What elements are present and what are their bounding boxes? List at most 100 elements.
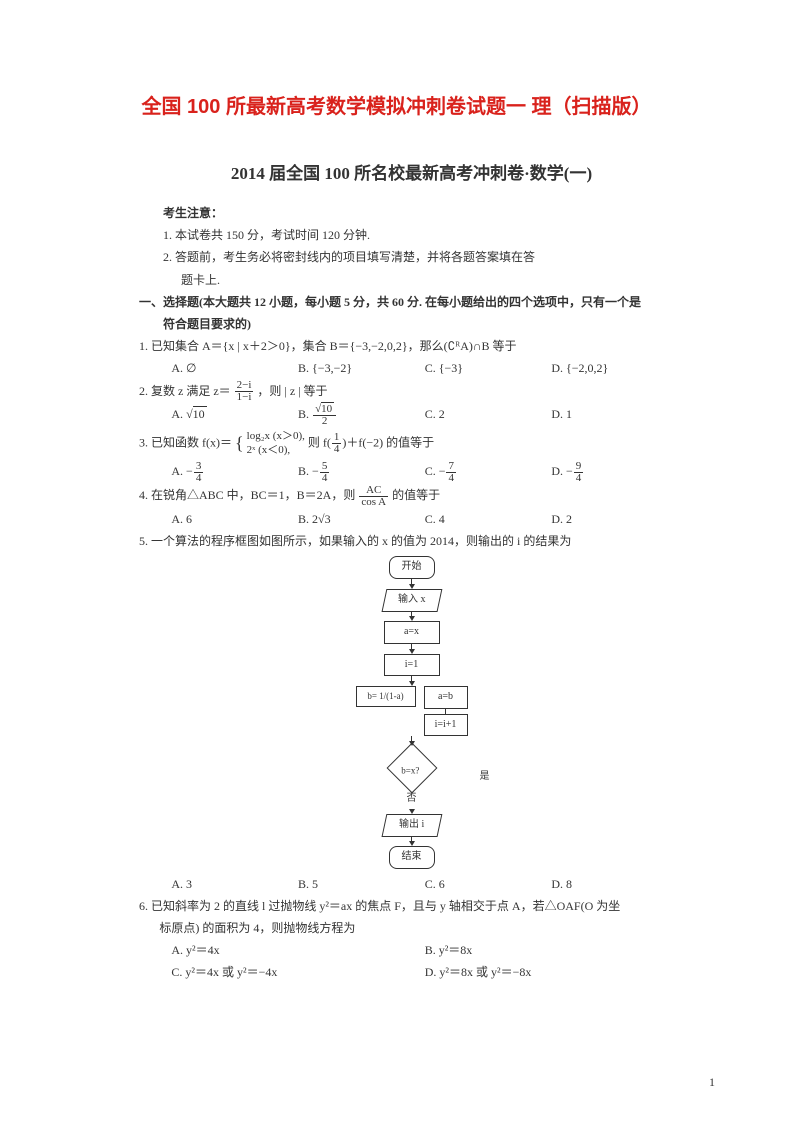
sub-title: 2014 届全国 100 所名校最新高考冲刺卷·数学(一) bbox=[160, 159, 663, 184]
section-1-head: 一、选择题(本大题共 12 小题，每小题 5 分，共 60 分. 在每小题给出的… bbox=[139, 291, 678, 313]
fc-input-text: 输入 x bbox=[398, 591, 426, 610]
q3b-den: 4 bbox=[320, 473, 330, 484]
q2-opta-label: A. bbox=[171, 407, 186, 421]
fc-row: b= 1/(1-a) a=b i=i+1 bbox=[352, 686, 472, 736]
page-number: 1 bbox=[709, 1075, 715, 1090]
q6-opt-b: B. y²＝8x bbox=[425, 939, 678, 961]
q3-midfrac: 14 bbox=[332, 432, 342, 455]
q5-opt-b: B. 5 bbox=[298, 873, 425, 895]
q1-opt-c: C. {−3} bbox=[425, 357, 552, 379]
fc-left: b= 1/(1-a) bbox=[356, 686, 416, 707]
q3-opt-d: D. −94 bbox=[551, 460, 678, 484]
q3-suffix: )＋f(−2) 的值等于 bbox=[342, 435, 434, 449]
q6-opt-d: D. y²＝8x 或 y²＝−8x bbox=[425, 961, 678, 983]
q3a-pre: A. − bbox=[171, 464, 192, 478]
q5-options: A. 3 B. 5 C. 6 D. 8 bbox=[171, 873, 678, 895]
fc-label-yes: 是 bbox=[480, 768, 490, 787]
q2-stem: 2. 复数 z 满足 z＝ 2−i 1−i ，则 | z | 等于 bbox=[139, 380, 678, 404]
flowchart-diagram: 开始 输入 x a=x i=1 b= 1/(1-a) a=b i=i+1 b=x… bbox=[352, 556, 472, 869]
q3-opt-c: C. −74 bbox=[425, 460, 552, 484]
q6-options-row1: A. y²＝4x B. y²＝8x bbox=[171, 939, 678, 961]
q3d-frac: 94 bbox=[574, 461, 584, 484]
fc-arrow-icon bbox=[409, 584, 415, 589]
q2-optb-label: B. bbox=[298, 407, 312, 421]
fc-arrow-icon bbox=[409, 809, 415, 814]
q3a-frac: 34 bbox=[194, 461, 204, 484]
q3-prefix: 3. 已知函数 f(x)＝ bbox=[139, 435, 232, 449]
q3d-den: 4 bbox=[574, 473, 584, 484]
q4-frac-den: cos A bbox=[359, 497, 388, 508]
fc-end: 结束 bbox=[389, 846, 435, 869]
q3-opt-a: A. −34 bbox=[171, 460, 298, 484]
q6-options-row2: C. y²＝4x 或 y²＝−4x D. y²＝8x 或 y²＝−8x bbox=[171, 961, 678, 983]
q3-options: A. −34 B. −54 C. −74 D. −94 bbox=[171, 460, 678, 484]
q1-opt-d: D. {−2,0,2} bbox=[551, 357, 678, 379]
fc-diamond: b=x? bbox=[386, 743, 437, 794]
q6-line1: 6. 已知斜率为 2 的直线 l 过抛物线 y²＝ax 的焦点 F，且与 y 轴… bbox=[139, 895, 678, 917]
fc-step2: i=1 bbox=[384, 654, 440, 677]
q3c-pre: C. − bbox=[425, 464, 446, 478]
content-body: 考生注意： 1. 本试卷共 150 分，考试时间 120 分钟. 2. 答题前，… bbox=[145, 202, 678, 984]
q2-opt-a: A. √10 bbox=[171, 403, 298, 427]
q4-stem: 4. 在锐角△ABC 中，BC＝1，B＝2A，则 AC cos A 的值等于 bbox=[139, 484, 678, 508]
q3-stem: 3. 已知函数 f(x)＝ { log₂x (x＞0), 2ˣ (x＜0), 则… bbox=[139, 427, 678, 460]
q4-suffix: 的值等于 bbox=[392, 488, 440, 502]
q4-opt-d: D. 2 bbox=[551, 508, 678, 530]
q4-opt-c: C. 4 bbox=[425, 508, 552, 530]
q2-frac: 2−i 1−i bbox=[235, 380, 254, 403]
page-container: 全国 100 所最新高考数学模拟冲刺卷试题一 理（扫描版） 2014 届全国 1… bbox=[0, 0, 793, 1024]
notice-item-2: 2. 答题前，考生务必将密封线内的项目填写清楚，并将各题答案填在答 bbox=[145, 246, 678, 268]
q3b-pre: B. − bbox=[298, 464, 319, 478]
q3-midfrac-den: 4 bbox=[332, 444, 342, 455]
q1-stem: 1. 已知集合 A＝{x | x＋2＞0}，集合 B＝{−3,−2,0,2}，那… bbox=[139, 335, 678, 357]
q1-opt-a: A. ∅ bbox=[171, 357, 298, 379]
q2-opt-d: D. 1 bbox=[551, 403, 678, 427]
q4-opt-b: B. 2√3 bbox=[298, 508, 425, 530]
fc-leftbox: b= 1/(1-a) bbox=[356, 686, 416, 707]
q3c-den: 4 bbox=[446, 473, 456, 484]
q5-opt-a: A. 3 bbox=[171, 873, 298, 895]
fc-start: 开始 bbox=[389, 556, 435, 579]
q3-opt-b: B. −54 bbox=[298, 460, 425, 484]
q3c-frac: 74 bbox=[446, 461, 456, 484]
fc-step1: a=x bbox=[384, 621, 440, 644]
fc-output-text: 输出 i bbox=[399, 816, 424, 835]
q3-mid: 则 f( bbox=[308, 435, 331, 449]
q6-opt-c: C. y²＝4x 或 y²＝−4x bbox=[171, 961, 424, 983]
q3b-frac: 54 bbox=[320, 461, 330, 484]
q5-stem: 5. 一个算法的程序框图如图所示，如果输入的 x 的值为 2014，则输出的 i… bbox=[139, 530, 678, 552]
q1-options: A. ∅ B. {−3,−2} C. {−3} D. {−2,0,2} bbox=[171, 357, 678, 379]
q2-prefix: 2. 复数 z 满足 z＝ bbox=[139, 384, 231, 398]
q2-opt-b: B. √10 2 bbox=[298, 403, 425, 427]
q2-opt-c: C. 2 bbox=[425, 403, 552, 427]
q2-options: A. √10 B. √10 2 C. 2 D. 1 bbox=[171, 403, 678, 427]
q3-case1: log₂x (x＞0), bbox=[247, 430, 305, 443]
fc-diamond-wrap: b=x? 是 bbox=[352, 750, 472, 786]
q2-optb-frac: √10 2 bbox=[313, 404, 336, 427]
q2-optb-den: 2 bbox=[313, 416, 336, 427]
q4-options: A. 6 B. 2√3 C. 4 D. 2 bbox=[171, 508, 678, 530]
q2-suffix: ，则 | z | 等于 bbox=[257, 384, 327, 398]
q3d-pre: D. − bbox=[551, 464, 572, 478]
q2-frac-den: 1−i bbox=[235, 392, 254, 403]
q2-opta-sqrt: 10 bbox=[193, 406, 207, 421]
q6-line2: 标原点) 的面积为 4，则抛物线方程为 bbox=[145, 917, 678, 939]
notice-item-2-cont: 题卡上. bbox=[145, 269, 678, 291]
fc-right: a=b i=i+1 bbox=[424, 686, 468, 736]
notice-item-1: 1. 本试卷共 150 分，考试时间 120 分钟. bbox=[145, 224, 678, 246]
q3-cases: log₂x (x＞0), 2ˣ (x＜0), bbox=[247, 430, 305, 456]
q3-case2: 2ˣ (x＜0), bbox=[247, 444, 305, 457]
q4-opt-a: A. 6 bbox=[171, 508, 298, 530]
fc-rightbox2: i=i+1 bbox=[424, 714, 468, 737]
brace-icon: { bbox=[235, 433, 244, 453]
q1-opt-b: B. {−3,−2} bbox=[298, 357, 425, 379]
q4-frac: AC cos A bbox=[359, 485, 388, 508]
q5-opt-c: C. 6 bbox=[425, 873, 552, 895]
main-title: 全国 100 所最新高考数学模拟冲刺卷试题一 理（扫描版） bbox=[70, 90, 723, 119]
q4-frac-num: AC bbox=[359, 485, 388, 497]
fc-output: 输出 i bbox=[381, 814, 442, 837]
fc-diamond-text: b=x? bbox=[385, 763, 435, 780]
fc-input: 输入 x bbox=[381, 589, 442, 612]
notice-head: 考生注意： bbox=[145, 202, 678, 224]
q5-opt-d: D. 8 bbox=[551, 873, 678, 895]
